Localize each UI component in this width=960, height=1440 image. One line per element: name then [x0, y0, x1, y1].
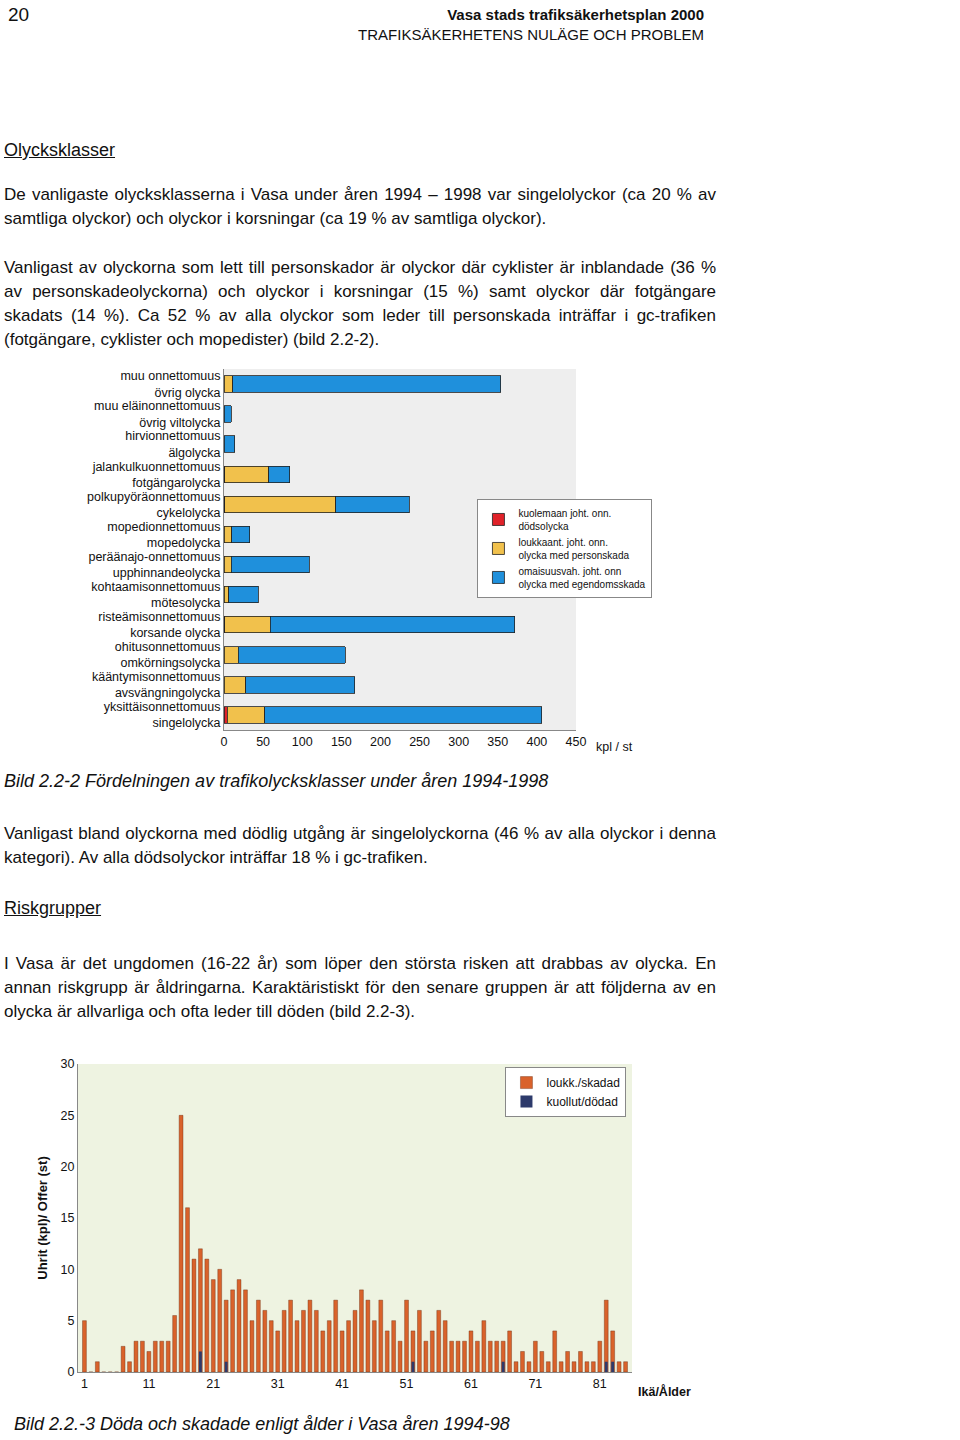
- svg-text:Ikä/Ålder: Ikä/Ålder: [638, 1384, 691, 1399]
- html-text:Vanligast bland olyckorna med: Vanligast bland olyckorna med dödlig utg…: [4, 824, 716, 867]
- svg-text:Uhrit (kpl)/ Offer (st): Uhrit (kpl)/ Offer (st): [35, 1156, 50, 1280]
- svg-text:51: 51: [400, 1377, 414, 1391]
- svg-text:kohtaamisonnettomuusmötesolyck: kohtaamisonnettomuusmötesolycka: [91, 580, 220, 610]
- svg-text:polkupyöräonnettomuuscykelolyc: polkupyöräonnettomuuscykelolycka: [87, 490, 220, 520]
- svg-text:0: 0: [68, 1365, 75, 1379]
- svg-text:risteämisonnettomuuskorsande o: risteämisonnettomuuskorsande olycka: [98, 610, 220, 640]
- svg-text:250: 250: [409, 735, 430, 749]
- html-text:20: 20: [8, 4, 30, 25]
- html-text:De vanligaste olycksklasserna: De vanligaste olycksklasserna i Vasa und…: [4, 185, 716, 228]
- html-text:I Vasa är det ungdomen (16-22: I Vasa är det ungdomen (16-22 år) som lö…: [4, 954, 716, 1021]
- svg-text:50: 50: [256, 735, 270, 749]
- svg-text:5: 5: [68, 1314, 75, 1328]
- html-text:Bild 2.2.-3 Döda och skadade e: Bild 2.2.-3 Döda och skadade enligt ålde…: [14, 1414, 510, 1434]
- svg-text:350: 350: [487, 735, 508, 749]
- svg-text:hirvionnettomuusälgolycka: hirvionnettomuusälgolycka: [125, 429, 220, 459]
- svg-text:71: 71: [528, 1377, 542, 1391]
- svg-text:11: 11: [142, 1377, 155, 1391]
- svg-text:25: 25: [61, 1109, 75, 1123]
- svg-text:20: 20: [61, 1160, 75, 1174]
- svg-text:100: 100: [292, 735, 313, 749]
- html-text:Riskgrupper: Riskgrupper: [4, 898, 101, 918]
- svg-text:31: 31: [271, 1377, 285, 1391]
- svg-text:450: 450: [566, 735, 587, 749]
- svg-text:mopedionnettomuusmopedolycka: mopedionnettomuusmopedolycka: [107, 520, 220, 550]
- svg-text:loukkaant. joht. onn.olycka me: loukkaant. joht. onn.olycka med personsk…: [518, 537, 629, 561]
- svg-text:10: 10: [61, 1263, 75, 1277]
- svg-text:loukk./skadad: loukk./skadad: [546, 1076, 619, 1090]
- svg-text:yksittäisonnettomuussingelolyc: yksittäisonnettomuussingelolycka: [104, 700, 221, 730]
- svg-text:ohitusonnettomuusomkörningsoly: ohitusonnettomuusomkörningsolycka: [115, 640, 221, 670]
- svg-text:15: 15: [61, 1211, 75, 1225]
- html-text:Olycksklasser: Olycksklasser: [4, 140, 115, 160]
- svg-text:150: 150: [331, 735, 352, 749]
- svg-text:300: 300: [448, 735, 469, 749]
- html-text:Vanligast av olyckorna som let: Vanligast av olyckorna som lett till per…: [4, 258, 716, 349]
- svg-text:0: 0: [221, 735, 228, 749]
- svg-text:kääntymisonnettomuusavsvängnin: kääntymisonnettomuusavsvängningolycka: [92, 670, 221, 700]
- svg-text:1: 1: [81, 1377, 88, 1391]
- svg-text:41: 41: [335, 1377, 349, 1391]
- svg-text:200: 200: [370, 735, 391, 749]
- svg-text:61: 61: [464, 1377, 478, 1391]
- svg-text:muu eläinonnettomuusövrig vilt: muu eläinonnettomuusövrig viltolycka: [94, 399, 221, 429]
- svg-text:kuolemaan joht. onn.dödsolycka: kuolemaan joht. onn.dödsolycka: [518, 508, 611, 532]
- svg-text:muu onnettomuusövrig olycka: muu onnettomuusövrig olycka: [120, 369, 220, 399]
- svg-text:30: 30: [61, 1057, 75, 1071]
- svg-text:kpl / st: kpl / st: [596, 740, 633, 754]
- html-text:Vasa stads trafiksäkerhetsplan: Vasa stads trafiksäkerhetsplan 2000: [447, 6, 704, 23]
- svg-text:peräänajo-onnettomuusupphinnan: peräänajo-onnettomuusupphinnandeolycka: [88, 550, 220, 580]
- html-text:TRAFIKSÄKERHETENS NULÄGE OCH P: TRAFIKSÄKERHETENS NULÄGE OCH PROBLEM: [358, 26, 704, 43]
- svg-text:400: 400: [526, 735, 547, 749]
- svg-text:omaisuusvah. joht. onnolycka m: omaisuusvah. joht. onnolycka med egendom…: [518, 566, 645, 590]
- html-text:Bild 2.2-2 Fördelningen av tra: Bild 2.2-2 Fördelningen av trafikolycksk…: [4, 771, 549, 791]
- svg-text:81: 81: [593, 1377, 607, 1391]
- svg-text:21: 21: [206, 1377, 220, 1391]
- svg-text:kuollut/dödad: kuollut/dödad: [546, 1095, 617, 1109]
- svg-text:jalankulkuonnettomuusfotgängar: jalankulkuonnettomuusfotgängarolycka: [92, 460, 221, 490]
